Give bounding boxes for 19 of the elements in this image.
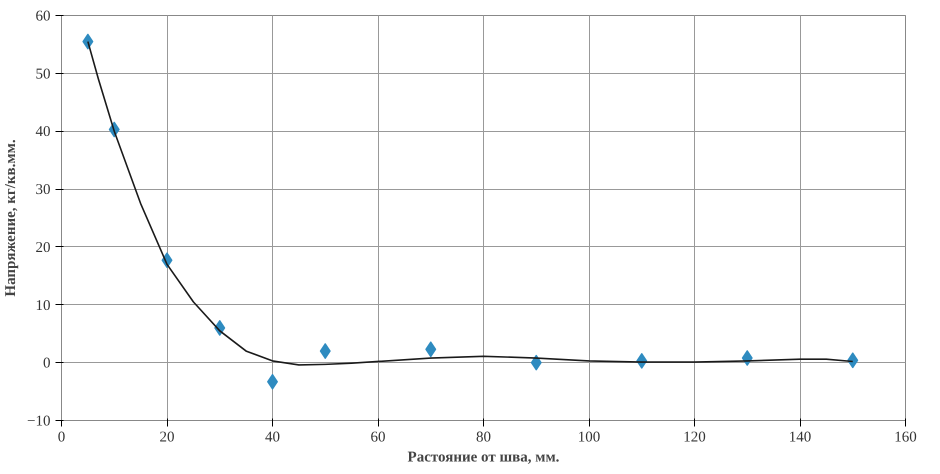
x-axis-title: Растояние от шва, мм. [408,450,560,466]
y-tick-label: 50 [36,66,50,82]
x-tick-label: 100 [578,430,600,446]
x-tick-label: 20 [160,430,174,446]
x-tick-label: 0 [58,430,66,446]
y-tick-label: 10 [36,298,50,314]
x-tick-label: 40 [265,430,280,446]
y-axis-title: Напряжение, кг/кв.мм. [3,139,20,297]
x-tick-label: 120 [683,430,706,446]
x-tick-label: 60 [370,430,386,446]
y-tick-label: −10 [27,414,51,430]
y-tick-label: 20 [36,240,50,256]
x-tick-label: 80 [476,430,491,446]
x-tick-label: 140 [788,430,812,446]
x-tick-label: 160 [894,430,917,446]
y-tick-label: 60 [36,8,50,24]
y-tick-label: 0 [43,356,50,372]
y-tick-label: 30 [36,182,50,198]
y-tick-label: 40 [36,124,50,140]
